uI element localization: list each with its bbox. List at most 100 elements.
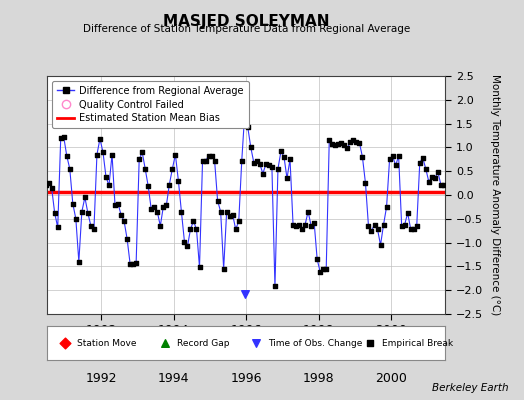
Point	[171, 151, 180, 158]
Point	[367, 228, 376, 234]
Point	[252, 340, 260, 346]
Point	[322, 266, 331, 272]
Point	[138, 149, 146, 155]
Point	[174, 178, 182, 184]
Point	[93, 151, 101, 158]
Point	[159, 204, 168, 210]
Point	[241, 110, 249, 116]
Point	[416, 160, 424, 166]
Point	[422, 166, 430, 172]
Point	[373, 226, 381, 232]
Point	[36, 228, 44, 234]
Point	[168, 166, 177, 172]
Point	[428, 174, 436, 180]
Point	[38, 198, 47, 205]
Point	[150, 204, 158, 210]
Point	[391, 162, 400, 169]
Point	[147, 206, 156, 212]
Point	[48, 185, 56, 192]
Point	[261, 161, 270, 167]
Point	[26, 198, 35, 204]
Point	[331, 142, 340, 148]
Point	[117, 212, 125, 218]
Point	[72, 216, 80, 222]
Point	[232, 226, 240, 232]
Point	[216, 208, 225, 215]
Point	[60, 134, 68, 140]
Point	[45, 180, 53, 186]
Point	[213, 198, 222, 204]
Point	[337, 140, 345, 146]
Point	[328, 140, 336, 147]
Point	[211, 158, 219, 164]
Point	[271, 283, 279, 290]
Text: 1994: 1994	[158, 372, 190, 384]
Point	[195, 264, 204, 270]
Point	[189, 218, 198, 224]
Point	[141, 166, 149, 172]
Point	[358, 154, 367, 160]
Point	[307, 223, 315, 229]
Point	[352, 138, 361, 145]
Point	[343, 145, 352, 152]
Point	[304, 208, 312, 215]
Point	[349, 137, 357, 144]
Y-axis label: Monthly Temperature Anomaly Difference (°C): Monthly Temperature Anomaly Difference (…	[490, 74, 500, 316]
Point	[114, 200, 122, 207]
Point	[132, 259, 140, 266]
Point	[129, 261, 137, 267]
Point	[162, 202, 170, 209]
Text: Berkeley Earth: Berkeley Earth	[432, 383, 508, 393]
Point	[313, 256, 321, 262]
Point	[268, 164, 276, 170]
Point	[346, 138, 355, 145]
Point	[61, 340, 69, 346]
Point	[379, 221, 388, 228]
Point	[355, 140, 364, 146]
Point	[366, 340, 374, 346]
Point	[410, 226, 418, 232]
Point	[419, 155, 427, 161]
Point	[102, 174, 110, 180]
Point	[57, 135, 65, 141]
Point	[436, 181, 445, 188]
Point	[228, 212, 237, 218]
Point	[183, 243, 192, 250]
Point	[74, 258, 83, 265]
Point	[69, 200, 77, 207]
Point	[412, 223, 421, 229]
Point	[253, 158, 261, 164]
Point	[62, 153, 71, 159]
Point	[295, 221, 303, 228]
Point	[241, 291, 249, 297]
Point	[237, 158, 246, 164]
Point	[204, 153, 213, 159]
Point	[223, 208, 231, 215]
Point	[192, 226, 201, 232]
Text: Time of Obs. Change: Time of Obs. Change	[268, 338, 363, 348]
Point	[249, 160, 258, 166]
Point	[385, 156, 394, 162]
Point	[319, 266, 328, 272]
Point	[431, 175, 439, 182]
Point	[334, 140, 343, 147]
Point	[301, 221, 309, 228]
Point	[325, 137, 333, 144]
Point	[298, 226, 307, 232]
Point	[440, 181, 448, 188]
Point	[201, 158, 210, 164]
Point	[370, 221, 379, 228]
Point	[105, 182, 113, 189]
Point	[126, 261, 134, 267]
Point	[289, 221, 297, 228]
Text: 2000: 2000	[375, 372, 407, 384]
Point	[403, 210, 412, 216]
Legend: Difference from Regional Average, Quality Control Failed, Estimated Station Mean: Difference from Regional Average, Qualit…	[52, 81, 248, 128]
Point	[235, 218, 243, 224]
Point	[225, 213, 234, 220]
Point	[395, 153, 403, 159]
Point	[50, 210, 59, 216]
Point	[398, 223, 406, 229]
Point	[153, 208, 161, 215]
Point	[111, 202, 119, 209]
